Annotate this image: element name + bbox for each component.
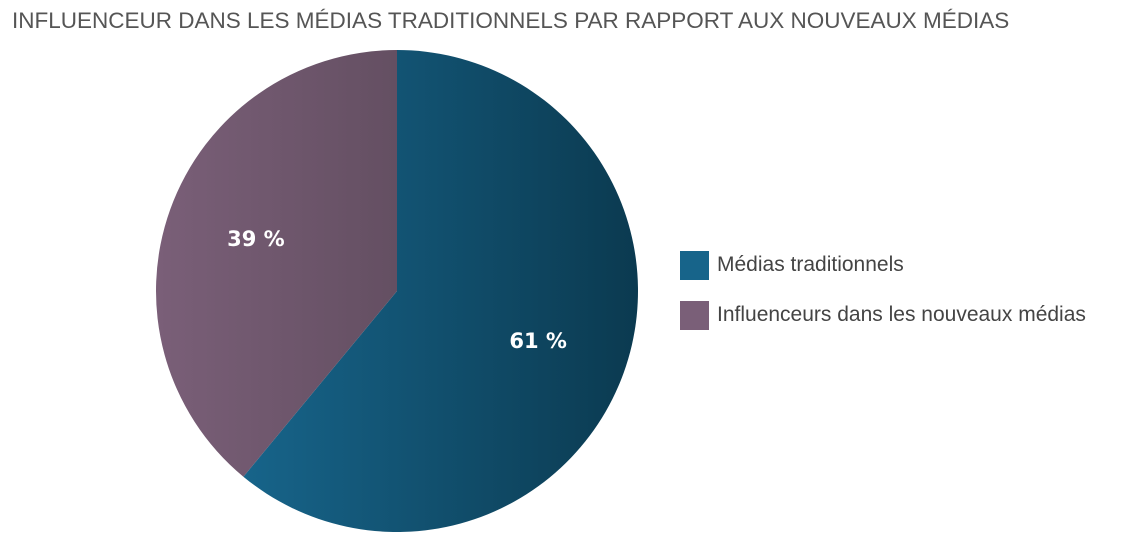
pie-slice-medias-traditionnels[interactable] [243,50,639,532]
legend-label-influenceurs: Influenceurs dans les nouveaux médias [717,303,1086,326]
chart-title: INFLUENCEUR DANS LES MÉDIAS TRADITIONNEL… [12,8,1010,33]
legend-label-medias-traditionnels: Médias traditionnels [717,253,904,276]
legend-swatch-medias-traditionnels [680,250,709,280]
pie-slice-influenceurs[interactable] [155,50,397,477]
legend-swatch-influenceurs [680,300,709,330]
legend: Médias traditionnels Influenceurs dans l… [680,250,1086,350]
legend-item-medias-traditionnels[interactable]: Médias traditionnels [680,250,1086,280]
legend-item-influenceurs[interactable]: Influenceurs dans les nouveaux médias [680,300,1086,330]
slice-label-medias-traditionnels: 61 % [509,329,567,353]
slice-label-influenceurs: 39 % [227,227,285,251]
